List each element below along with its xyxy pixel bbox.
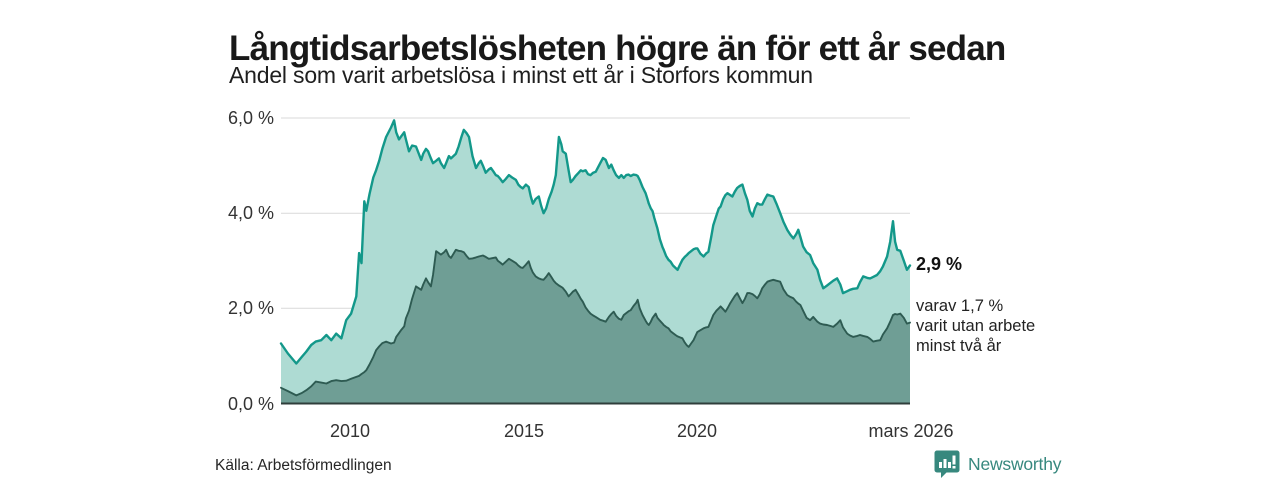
y-tick-label-2: 2,0 % <box>227 298 274 318</box>
y-tick-label-4: 4,0 % <box>227 203 274 223</box>
y-tick-label-6: 6,0 % <box>227 108 274 128</box>
x-tick-label-2010: 2010 <box>329 421 371 441</box>
x-tick-label-2020: 2020 <box>676 421 718 441</box>
source-attribution: Källa: Arbetsförmedlingen <box>215 457 392 474</box>
annotation-line-2: varit utan arbete <box>916 317 1036 335</box>
series-min-two-years-line <box>280 248 911 397</box>
newsworthy-logo-icon <box>934 450 960 478</box>
x-tick-label-2015: 2015 <box>503 421 545 441</box>
secondary-value-annotation: varav 1,7 % varit utan arbete minst två … <box>916 296 1035 356</box>
page-title: Långtidsarbetslösheten högre än för ett … <box>229 29 1006 69</box>
annotation-line-3: minst två år <box>916 337 1002 355</box>
x-tick-label-mars-2026: mars 2026 <box>868 421 954 441</box>
series-min-one-year-line <box>279 119 912 365</box>
latest-value-label: 2,9 % <box>916 254 963 274</box>
series-min-two-years-area <box>281 249 910 404</box>
annotation-line-1: varav 1,7 % <box>916 297 1004 315</box>
newsworthy-brand-text: Newsworthy <box>968 453 1062 474</box>
page-subtitle: Andel som varit arbetslösa i minst ett å… <box>229 62 813 88</box>
newsworthy-brand: Newsworthy <box>934 450 1062 478</box>
y-tick-label-0: 0,0 % <box>227 394 274 414</box>
